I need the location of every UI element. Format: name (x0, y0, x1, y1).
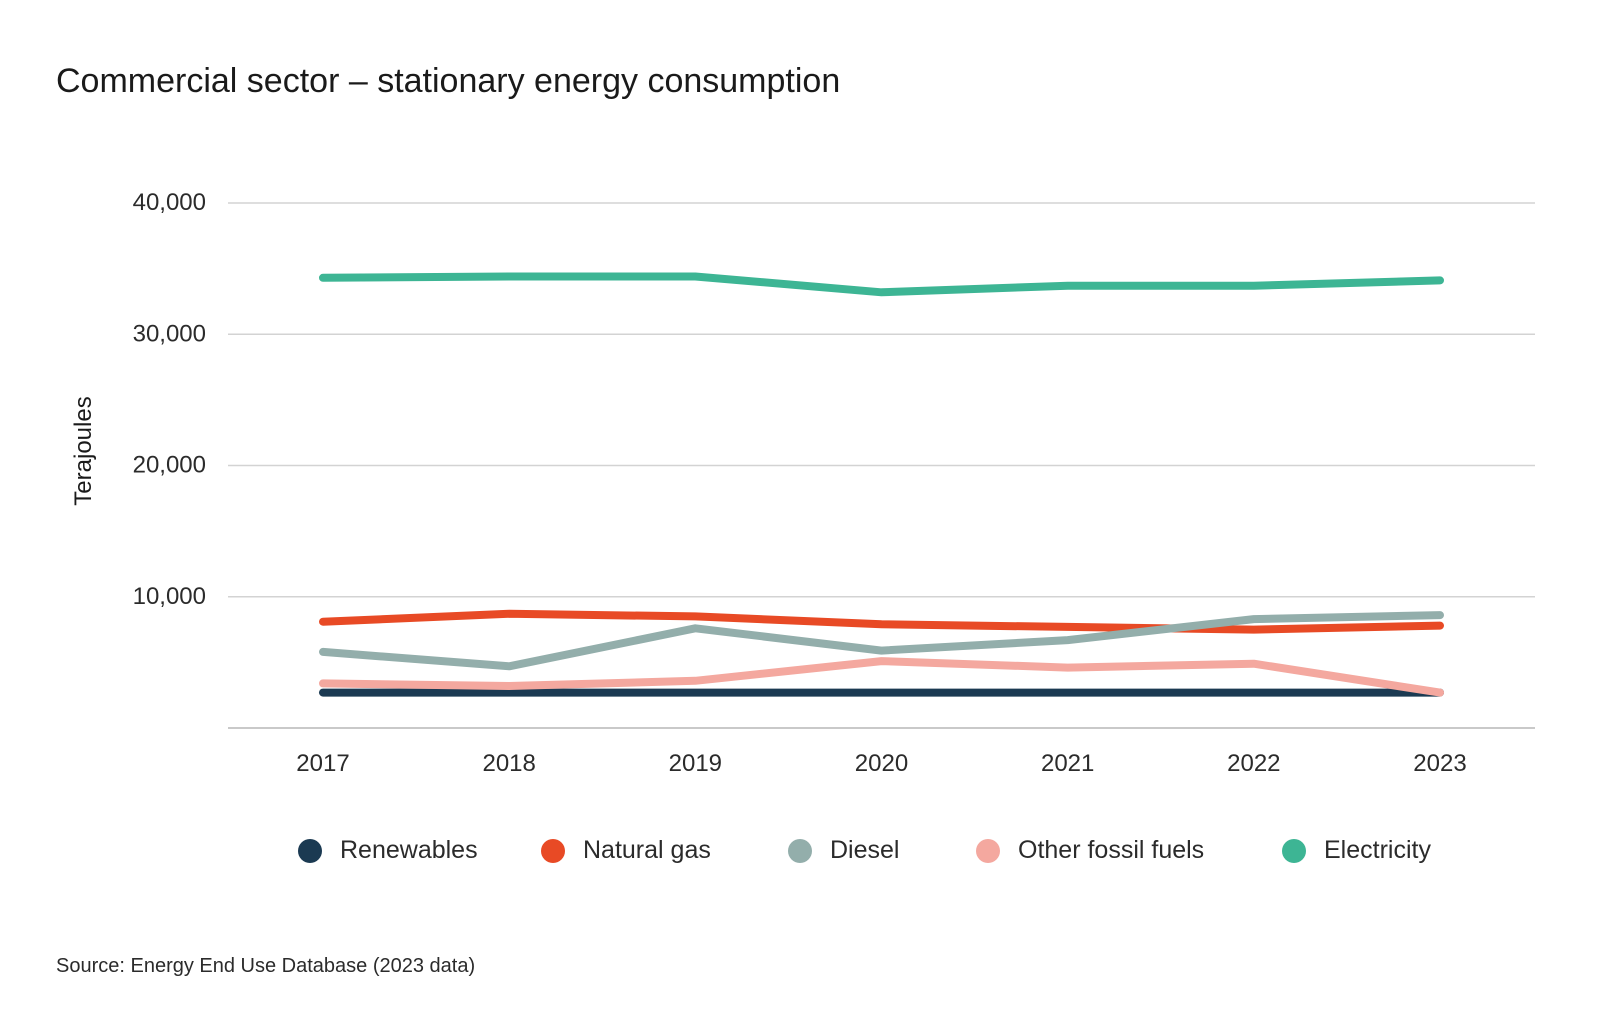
legend-swatch (1282, 838, 1306, 863)
legend-label: Natural gas (583, 836, 711, 864)
x-tick-label: 2023 (1413, 750, 1466, 777)
y-tick-label: 40,000 (133, 189, 206, 216)
y-tick-label: 20,000 (133, 452, 206, 479)
x-tick-label: 2017 (296, 750, 349, 777)
y-axis-title: Terajoules (70, 396, 97, 505)
series-line-diesel (319, 611, 1444, 671)
legend-swatch (298, 838, 322, 863)
series-line-natural-gas (319, 609, 1444, 634)
legend-swatch (541, 838, 565, 863)
legend-swatch (976, 838, 1000, 863)
x-tick-label: 2021 (1041, 750, 1094, 777)
gridlines (228, 202, 1535, 729)
x-tick-label: 2020 (855, 750, 908, 777)
legend-item-other-fossil-fuels: Other fossil fuels (976, 836, 1204, 865)
series-line-electricity (319, 272, 1444, 297)
series-lines (319, 272, 1444, 697)
legend-item-electricity: Electricity (1282, 836, 1431, 865)
legend: Renewables Natural gas Diesel Other fossil … (0, 836, 1600, 876)
y-tick-label: 10,000 (133, 583, 206, 610)
chart-title: Commercial sector – stationary energy co… (56, 62, 841, 100)
y-tick-label: 30,000 (133, 320, 206, 347)
legend-label: Other fossil fuels (1018, 836, 1205, 864)
legend-item-natural-gas: Natural gas (541, 836, 711, 865)
y-axis-ticks: 10,000 20,000 30,000 40,000 (133, 189, 206, 610)
legend-swatch (788, 838, 812, 863)
legend-label: Electricity (1324, 836, 1431, 864)
x-tick-label: 2019 (669, 750, 722, 777)
x-axis-ticks: 2017 2018 2019 2020 2021 2022 2023 (296, 750, 1466, 777)
source-note: Source: Energy End Use Database (2023 da… (56, 955, 476, 977)
legend-item-diesel: Diesel (788, 836, 899, 865)
x-tick-label: 2018 (482, 750, 535, 777)
series-line-other-fossil-fuels (319, 657, 1444, 697)
legend-label: Diesel (830, 836, 900, 864)
x-tick-label: 2022 (1227, 750, 1280, 777)
legend-label: Renewables (340, 836, 478, 864)
legend-item-renewables: Renewables (298, 836, 478, 865)
